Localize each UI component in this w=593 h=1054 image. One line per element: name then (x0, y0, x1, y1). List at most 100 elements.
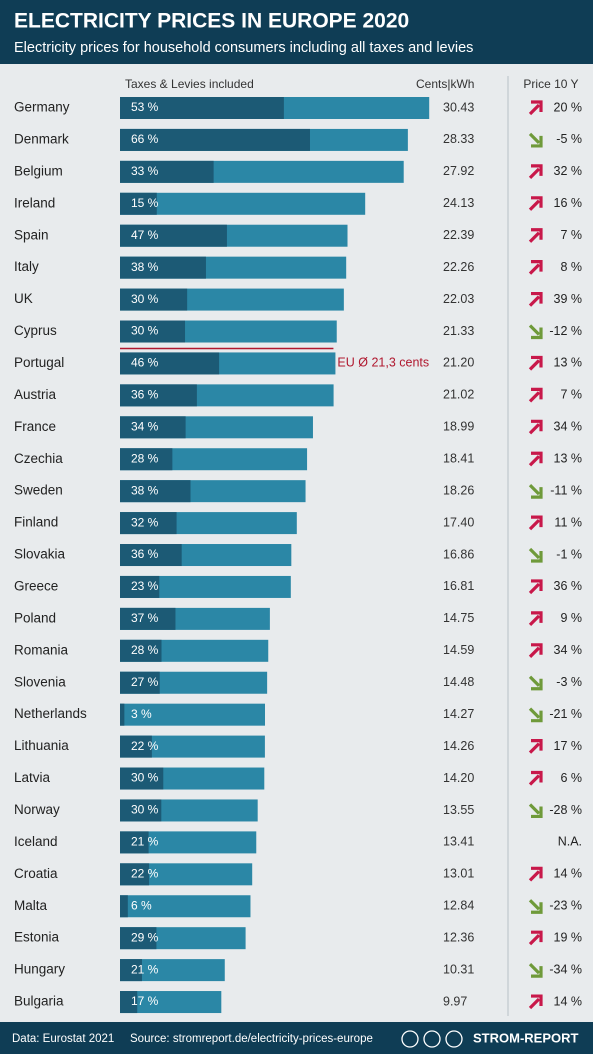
tax-share-label: 32 % (131, 515, 159, 529)
change-label: 39 % (554, 292, 583, 306)
price-bar (120, 959, 225, 982)
price-label: 24.13 (443, 196, 474, 210)
category-label: Czechia (14, 451, 63, 466)
price-label: 21.33 (443, 324, 474, 338)
tax-share-bar (120, 799, 162, 822)
trend-arrow (528, 739, 543, 754)
price-label: 22.03 (443, 292, 474, 306)
category-label: Portugal (14, 355, 64, 370)
change-label: -12 % (549, 324, 582, 338)
price-bar (120, 735, 265, 758)
tax-share-bar (120, 703, 125, 726)
trend-arrow (528, 387, 543, 403)
price-bar (120, 895, 251, 918)
trend-arrow (528, 100, 543, 116)
tax-share-label: 53 % (131, 100, 159, 114)
category-label: Denmark (14, 131, 69, 146)
category-label: Poland (14, 610, 56, 625)
category-label: Netherlands (14, 706, 87, 721)
tax-share-bar (120, 607, 176, 630)
trend-arrow (528, 260, 543, 275)
price-label: 13.55 (443, 803, 474, 817)
price-label: 14.27 (443, 707, 474, 721)
category-label: Norway (14, 802, 60, 817)
change-label: 14 % (554, 994, 583, 1008)
tax-share-label: 30 % (131, 771, 159, 785)
cc-icons (401, 1030, 463, 1048)
category-label: Slovenia (14, 674, 66, 689)
tax-share-bar (120, 735, 152, 758)
tax-share-bar (120, 448, 173, 471)
tax-share-label: 6 % (131, 898, 152, 912)
tax-share-bar (120, 224, 227, 247)
tax-share-label: 28 % (131, 643, 159, 657)
tax-share-label: 46 % (131, 356, 159, 370)
footer-data: Data: Eurostat 2021 (12, 1033, 114, 1045)
tax-share-bar (120, 128, 310, 151)
trend-arrow (528, 899, 543, 914)
change-label: 7 % (560, 228, 582, 242)
change-label: 36 % (554, 579, 583, 593)
change-label: 17 % (554, 739, 583, 753)
change-label: 7 % (560, 388, 582, 402)
footer-brand: STROM-REPORT (473, 1030, 579, 1045)
change-label: 34 % (554, 420, 583, 434)
tax-share-label: 36 % (131, 547, 159, 561)
tax-share-bar (120, 639, 162, 662)
trend-arrow (528, 291, 543, 307)
tax-share-label: 29 % (131, 930, 159, 944)
tax-share-label: 27 % (131, 675, 159, 689)
column-header: Taxes & Levies included (125, 77, 254, 91)
tax-share-label: 21 % (131, 835, 159, 849)
price-label: 27.92 (443, 164, 474, 178)
price-label: 14.26 (443, 739, 474, 753)
tax-share-label: 15 % (131, 196, 159, 210)
category-label: Estonia (14, 930, 60, 945)
trend-arrow (528, 132, 543, 148)
category-label: Bulgaria (14, 994, 64, 1009)
tax-share-label: 22 % (131, 739, 159, 753)
tax-share-bar (120, 927, 157, 950)
trend-arrow (528, 164, 543, 179)
change-label: -1 % (556, 547, 582, 561)
tax-share-label: 38 % (131, 260, 159, 274)
price-label: 21.02 (443, 388, 474, 402)
trend-arrow (528, 643, 543, 658)
price-label: 14.75 (443, 611, 474, 625)
price-label: 16.81 (443, 579, 474, 593)
tax-share-bar (120, 767, 164, 790)
tax-share-label: 21 % (131, 962, 159, 976)
category-label: Malta (14, 898, 48, 913)
change-label: -34 % (549, 962, 582, 976)
change-label: 6 % (560, 771, 582, 785)
category-label: Croatia (14, 866, 58, 881)
trend-arrow (528, 451, 543, 467)
category-label: Hungary (14, 962, 65, 977)
column-header: Cents|kWh (416, 77, 474, 91)
category-label: Iceland (14, 834, 58, 849)
tax-share-bar (120, 671, 160, 694)
tax-share-label: 30 % (131, 324, 159, 338)
category-label: Greece (14, 579, 58, 594)
price-label: 9.97 (443, 994, 467, 1008)
trend-arrow (528, 196, 543, 211)
change-label: 34 % (554, 643, 583, 657)
trend-arrow (528, 930, 543, 946)
tax-share-label: 38 % (131, 483, 159, 497)
price-label: 21.20 (443, 356, 474, 370)
tax-share-bar (120, 97, 284, 119)
category-label: Spain (14, 227, 49, 242)
change-label: 13 % (554, 356, 583, 370)
price-bar (120, 575, 291, 598)
trend-arrow (528, 355, 543, 371)
trend-arrow (528, 419, 543, 435)
price-label: 13.01 (443, 867, 474, 881)
tax-share-bar (120, 256, 206, 279)
price-label: 12.84 (443, 899, 474, 913)
change-label: -11 % (550, 483, 582, 497)
tax-share-bar (120, 863, 150, 886)
price-bar (120, 863, 253, 886)
price-label: 10.31 (443, 962, 474, 976)
tax-share-bar (120, 991, 138, 1014)
